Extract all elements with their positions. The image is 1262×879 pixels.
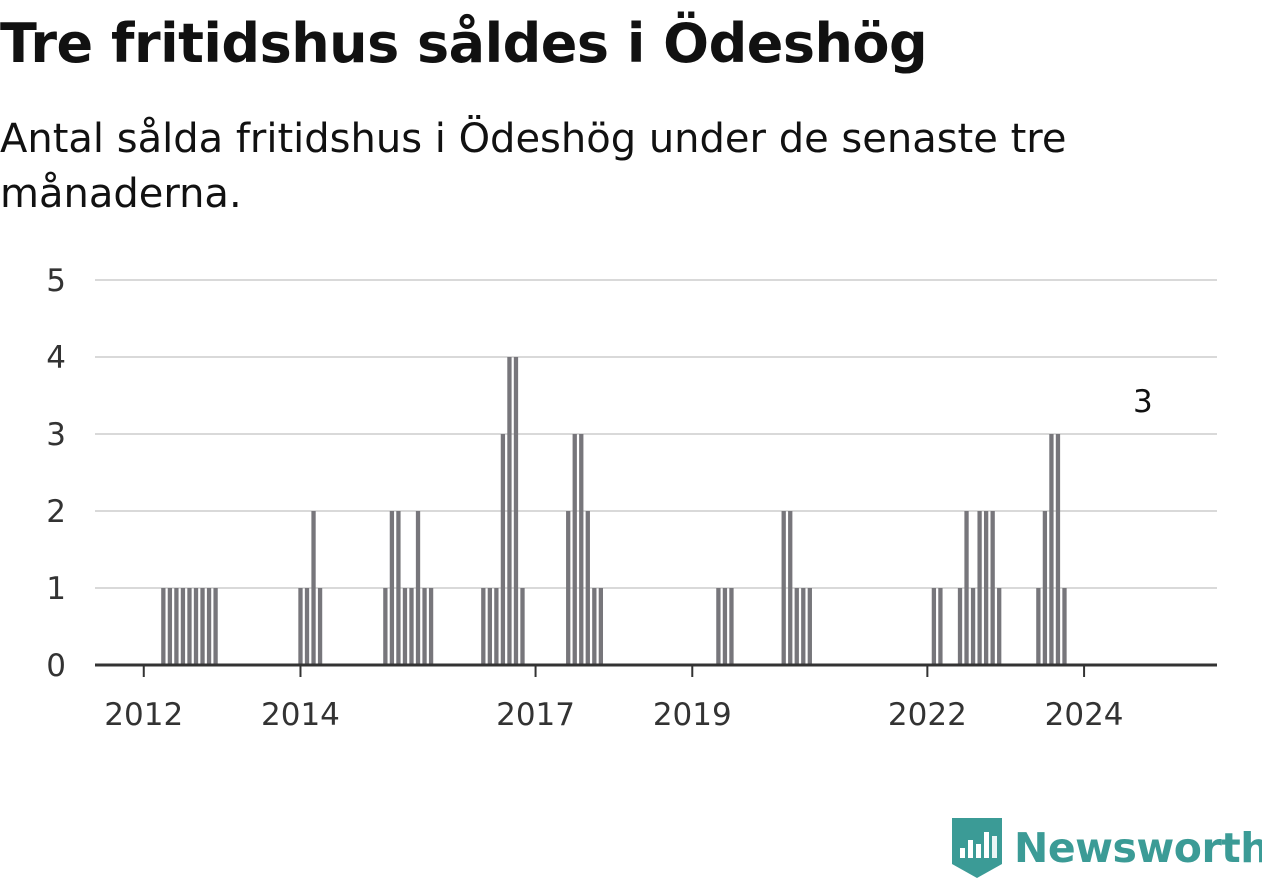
bar: [807, 588, 812, 665]
bar: [1036, 588, 1041, 665]
bar: [1062, 588, 1067, 665]
newsworthy-brand: Newsworthy: [952, 818, 1262, 878]
bar: [931, 588, 937, 665]
bar: [187, 588, 192, 665]
x-tick-label: 2022: [888, 697, 967, 733]
value-labels: 3: [1133, 384, 1153, 420]
bar: [970, 588, 976, 665]
bar: [722, 588, 728, 665]
bar: [794, 588, 799, 665]
bar: [311, 511, 316, 665]
brand-name: Newsworthy: [1014, 824, 1262, 872]
bar: [298, 588, 303, 665]
bar: [788, 511, 793, 665]
bar: [507, 357, 512, 665]
bar: [304, 588, 310, 665]
bar-chart: 0 1 2 3 4 5 2012 2014 2017 2019 2022 2024 3: [46, 263, 1217, 733]
bar: [317, 588, 323, 665]
newsworthy-logo-icon: [952, 818, 1002, 878]
highlight-value-label: 3: [1133, 384, 1153, 420]
bar: [409, 588, 414, 665]
bar: [997, 588, 1002, 665]
bar: [957, 588, 963, 665]
x-axis-ticks: 2012 2014 2017 2019 2022 2024: [104, 665, 1124, 733]
bar: [500, 434, 506, 665]
bar: [964, 511, 969, 665]
y-tick-label: 2: [46, 494, 66, 530]
bar: [213, 588, 218, 665]
bar: [716, 588, 721, 665]
bar: [598, 588, 604, 665]
bar: [983, 511, 989, 665]
y-tick-label: 0: [46, 648, 66, 684]
bar: [167, 588, 173, 665]
bar: [422, 588, 427, 665]
bar: [206, 588, 212, 665]
bar: [1042, 511, 1048, 665]
bar: [729, 588, 734, 665]
bar: [801, 588, 806, 665]
x-tick-label: 2014: [261, 697, 340, 733]
bar: [180, 588, 186, 665]
bar: [402, 588, 408, 665]
bar: [513, 357, 519, 665]
bar: [1055, 434, 1061, 665]
bar: [1049, 434, 1054, 665]
x-tick-label: 2012: [104, 697, 183, 733]
x-tick-label: 2019: [653, 697, 732, 733]
bar: [572, 434, 577, 665]
y-tick-label: 1: [46, 571, 66, 607]
bar: [161, 588, 166, 665]
bar: [389, 511, 395, 665]
bar: [494, 588, 499, 665]
chart-subtitle: Antal sålda fritidshus i Ödeshög under d…: [0, 116, 1067, 217]
y-tick-label: 4: [46, 340, 66, 376]
bar: [383, 588, 388, 665]
x-tick-label: 2024: [1045, 697, 1124, 733]
bar: [174, 588, 179, 665]
bar: [585, 511, 590, 665]
bar: [481, 588, 486, 665]
bar: [938, 588, 943, 665]
y-tick-label: 3: [46, 417, 66, 453]
bar: [428, 588, 434, 665]
bar: [579, 434, 584, 665]
bar: [566, 511, 571, 665]
bars: [161, 357, 1067, 665]
bar: [200, 588, 205, 665]
bar: [193, 588, 199, 665]
bar: [990, 511, 995, 665]
bar: [487, 588, 492, 665]
chart-title: Tre fritidshus såldes i Ödeshög: [0, 12, 928, 75]
bar: [520, 588, 525, 665]
bar: [592, 588, 597, 665]
bar: [415, 511, 421, 665]
bar: [396, 511, 401, 665]
grid-lines: [95, 279, 1217, 589]
y-axis-ticks: 0 1 2 3 4 5: [46, 263, 66, 684]
x-tick-label: 2017: [496, 697, 575, 733]
y-tick-label: 5: [46, 263, 66, 299]
bar: [781, 511, 786, 665]
bar: [977, 511, 982, 665]
